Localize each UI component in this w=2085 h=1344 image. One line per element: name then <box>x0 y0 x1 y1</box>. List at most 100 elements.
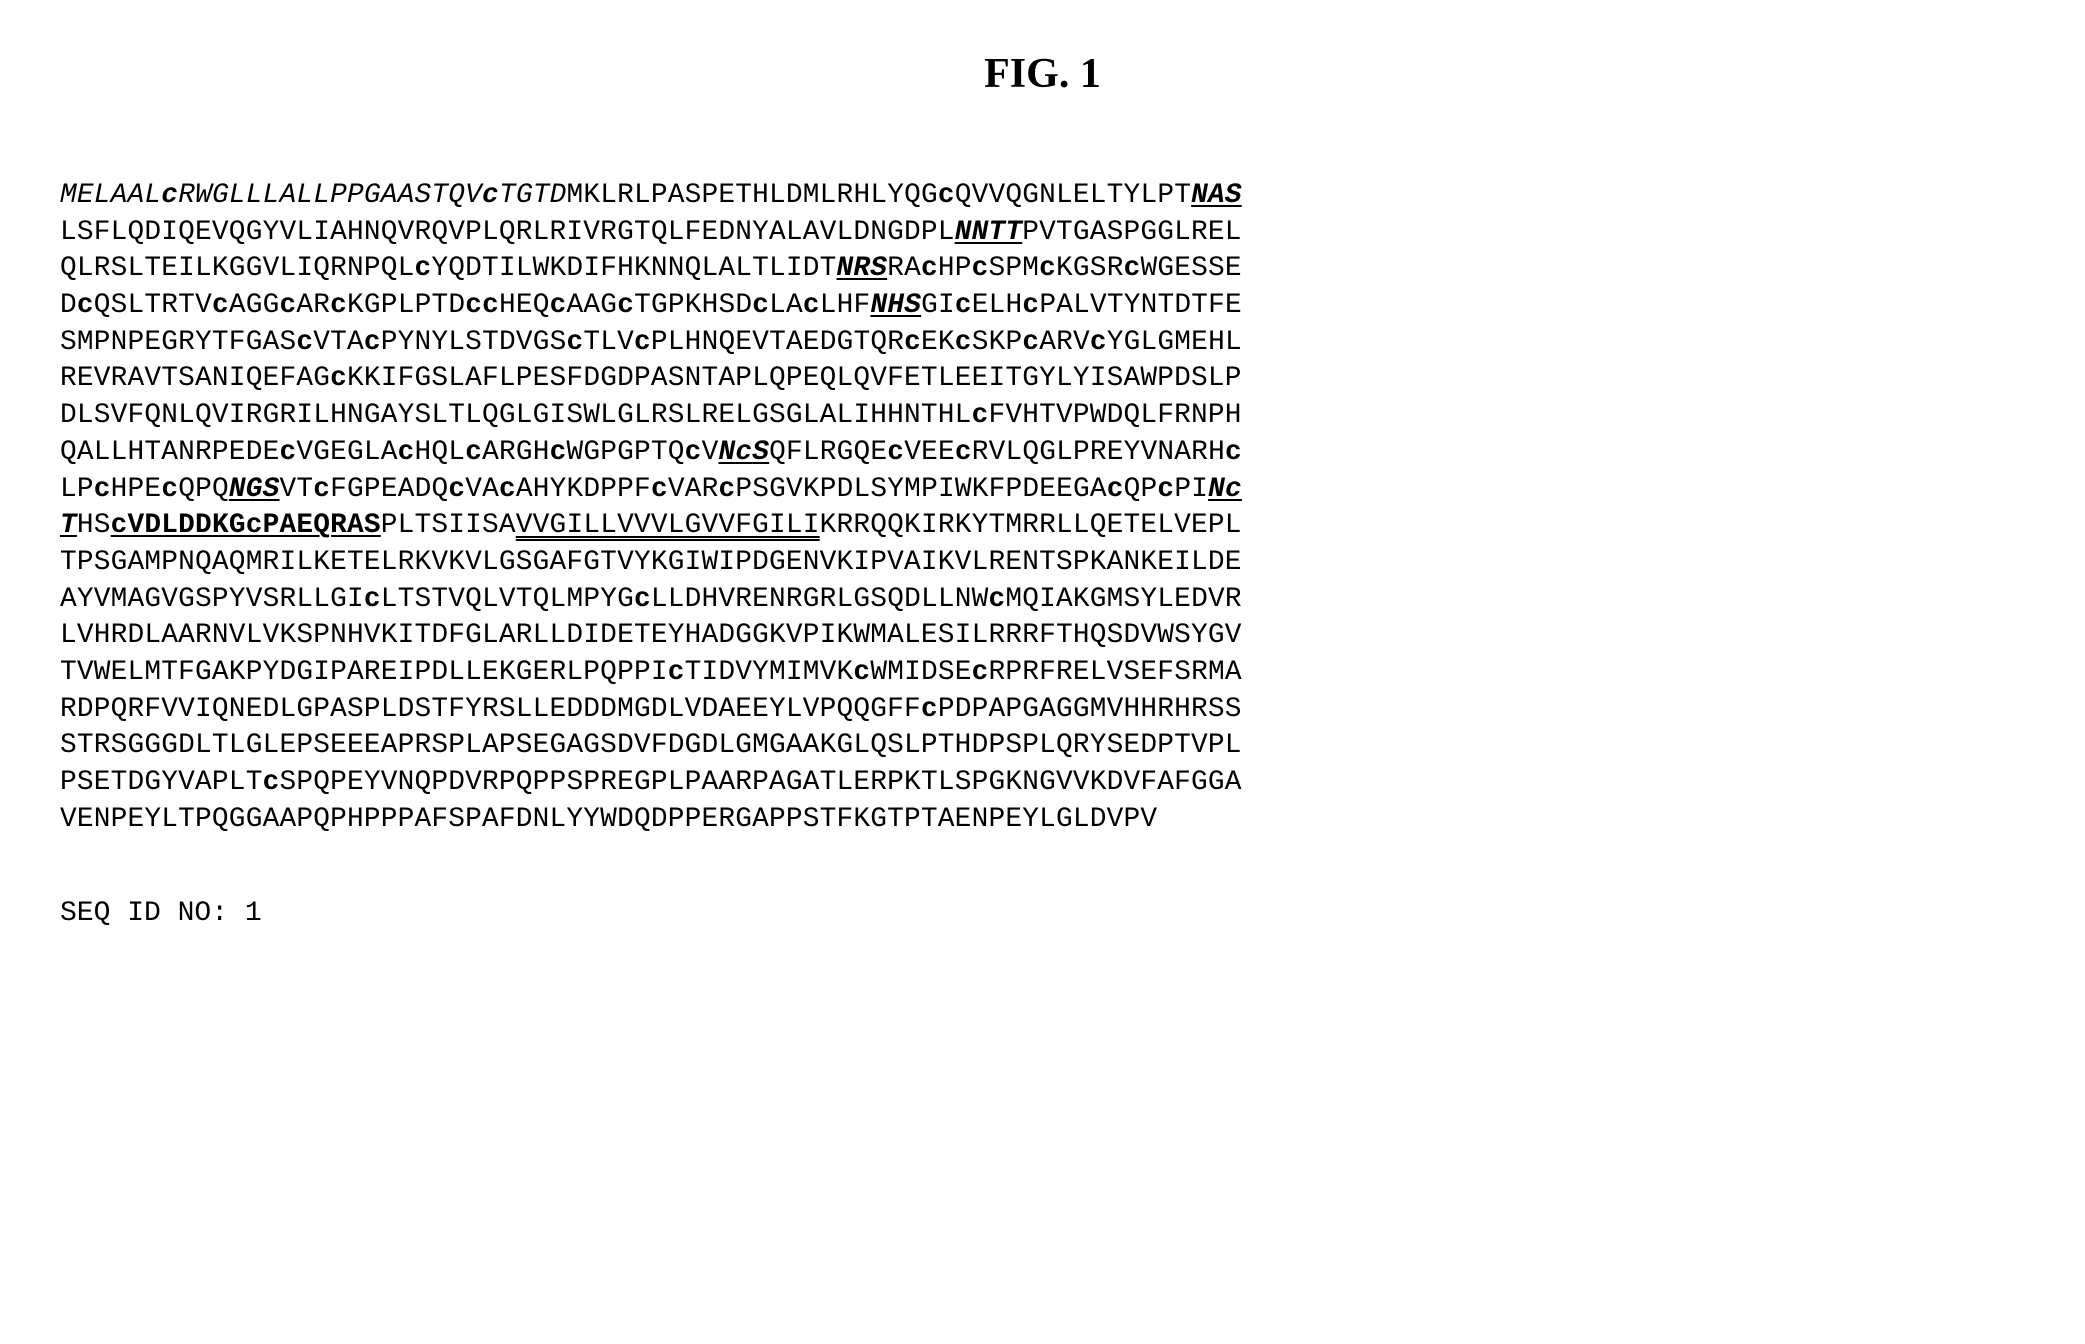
sequence-line: PSETDGYVAPLTcSPQPEYVNQPDVRPQPPSPREGPLPAA… <box>60 765 2025 802</box>
sequence-run: PSGVKPDLSYMPIWKFPDEEGA <box>735 474 1106 505</box>
sequence-run: ARGH <box>482 437 550 468</box>
sequence-run: c <box>955 437 972 468</box>
sequence-run: c <box>1124 253 1141 284</box>
sequence-run: c <box>212 290 229 321</box>
sequence-run: c <box>313 474 330 505</box>
sequence-line: RDPQRFVVIQNEDLGPASPLDSTFYRSLLEDDDMGDLVDA… <box>60 692 2025 729</box>
sequence-run: PDPAPGAGGMVHHRHRSS <box>938 694 1242 725</box>
sequence-run: c <box>1039 253 1056 284</box>
sequence-run: DLSVFQNLQVIRGRILHNGAYSLTLQGLGISWLGLRSLRE… <box>60 400 972 431</box>
sequence-run: c <box>803 290 820 321</box>
sequence-run: c <box>263 767 280 798</box>
sequence-block: MELAALcRWGLLLALLPPGAASTQVcTGTDMKLRLPASPE… <box>60 178 2025 838</box>
sequence-run: c <box>651 474 668 505</box>
sequence-run: c <box>161 180 178 211</box>
sequence-run: c <box>465 437 482 468</box>
sequence-run: c <box>448 474 465 505</box>
sequence-run: NGS <box>229 474 280 505</box>
sequence-run: c <box>415 253 432 284</box>
sequence-line: THScVDLDDKGcPAEQRASPLTSIISAVVGILLVVVLGVV… <box>60 508 2025 545</box>
sequence-run: NAS <box>1191 180 1242 211</box>
sequence-run: RA <box>887 253 921 284</box>
sequence-run: c <box>617 290 634 321</box>
sequence-run: T <box>60 510 77 541</box>
sequence-run: c <box>398 437 415 468</box>
sequence-run: VGEGLA <box>296 437 397 468</box>
sequence-run: c <box>988 584 1005 615</box>
sequence-run: QSLTRTV <box>94 290 212 321</box>
sequence-run: PSETDGYVAPLT <box>60 767 263 798</box>
sequence-run: HEQ <box>499 290 550 321</box>
sequence-run: VA <box>465 474 499 505</box>
sequence-run: KGSR <box>1056 253 1124 284</box>
sequence-line: REVRAVTSANIQEFAGcKKIFGSLAFLPESFDGDPASNTA… <box>60 361 2025 398</box>
sequence-run: S <box>752 437 769 468</box>
sequence-line: MELAALcRWGLLLALLPPGAASTQVcTGTDMKLRLPASPE… <box>60 178 2025 215</box>
sequence-run: PI <box>1174 474 1208 505</box>
sequence-run: cc <box>465 290 499 321</box>
sequence-run: LHF <box>820 290 871 321</box>
sequence-run: c <box>296 327 313 358</box>
sequence-run: AGG <box>229 290 280 321</box>
sequence-run: KKIFGSLAFLPESFDGDPASNTAPLQPEQLQVFETLEEIT… <box>347 363 1242 394</box>
sequence-run: NNTT <box>955 217 1023 248</box>
sequence-run: MKLRLPASPETHLDMLRHLYQG <box>566 180 937 211</box>
sequence-run: TGTD <box>499 180 567 211</box>
sequence-run: KRRQQKIRKYTMRRLLQETELVEPL <box>820 510 1242 541</box>
sequence-run: c <box>1225 474 1242 505</box>
sequence-run: D <box>60 290 77 321</box>
sequence-run: PYNYLSTDVGS <box>381 327 567 358</box>
figure-title: FIG. 1 <box>60 50 2025 98</box>
sequence-run: SPQPEYVNQPDVRPQPPSPREGPLPAARPAGATLERPKTL… <box>279 767 1241 798</box>
sequence-run: FVHTVPWDQLFRNPH <box>988 400 1241 431</box>
sequence-run: c <box>550 290 567 321</box>
sequence-run: c <box>1225 437 1242 468</box>
sequence-run: MELAAL <box>60 180 161 211</box>
sequence-run: c <box>938 180 955 211</box>
sequence-run: c <box>482 180 499 211</box>
sequence-line: TPSGAMPNQAQMRILKETELRKVKVLGSGAFGTVYKGIWI… <box>60 545 2025 582</box>
sequence-line: SMPNPEGRYTFGAScVTAcPYNYLSTDVGScTLVcPLHNQ… <box>60 325 2025 362</box>
sequence-run: HPE <box>111 474 162 505</box>
sequence-run: AHYKDPPF <box>516 474 651 505</box>
sequence-run: RPRFRELVSEFSRMA <box>989 657 1242 688</box>
sequence-line: DcQSLTRTVcAGGcARcKGPLPTDccHEQcAAGcTGPKHS… <box>60 288 2025 325</box>
sequence-run: ARV <box>1039 327 1090 358</box>
sequence-run: LA <box>769 290 803 321</box>
sequence-run: c <box>972 253 989 284</box>
sequence-run: FGPEADQ <box>330 474 448 505</box>
sequence-run: RDPQRFVVIQNEDLGPASPLDSTFYRSLLEDDDMGDLVDA… <box>60 694 921 725</box>
sequence-run: c <box>1022 327 1039 358</box>
sequence-run: VT <box>280 474 314 505</box>
sequence-run: c <box>1090 327 1107 358</box>
sequence-run: AAG <box>567 290 618 321</box>
sequence-run: c <box>550 437 567 468</box>
sequence-run: c <box>921 694 938 725</box>
sequence-run: AR <box>296 290 330 321</box>
sequence-line: LSFLQDIQEVQGYVLIAHNQVRQVPLQRLRIVRGTQLFED… <box>60 215 2025 252</box>
sequence-run: HQL <box>415 437 466 468</box>
sequence-run: YGLGMEHL <box>1107 327 1242 358</box>
sequence-run: NHS <box>870 290 921 321</box>
sequence-run: TGPKHSD <box>634 290 752 321</box>
sequence-line: LVHRDLAARNVLVKSPNHVKITDFGLARLLDIDETEYHAD… <box>60 618 2025 655</box>
sequence-line: DLSVFQNLQVIRGRILHNGAYSLTLQGLGISWLGLRSLRE… <box>60 398 2025 435</box>
sequence-run: c <box>668 657 685 688</box>
sequence-run: N <box>718 437 735 468</box>
sequence-run: c <box>921 253 938 284</box>
sequence-run: c <box>1022 290 1039 321</box>
sequence-run: WMIDSE <box>870 657 971 688</box>
sequence-run: SPM <box>989 253 1040 284</box>
sequence-run: c <box>718 474 735 505</box>
sequence-line: STRSGGGDLTLGLEPSEEEAPRSPLAPSEGAGSDVFDGDL… <box>60 728 2025 765</box>
sequence-run: YQDTILWKDIFHKNNQLALTLIDT <box>431 253 836 284</box>
sequence-line: LPcHPEcQPQNGSVTcFGPEADQcVAcAHYKDPPFcVARc… <box>60 472 2025 509</box>
sequence-line: AYVMAGVGSPYVSRLLGIcLTSTVQLVTQLMPYGcLLDHV… <box>60 582 2025 619</box>
sequence-run: c <box>364 584 381 615</box>
sequence-run: KGPLPTD <box>347 290 465 321</box>
sequence-run: QLRSLTEILKGGVLIQRNPQL <box>60 253 415 284</box>
sequence-run: WGESSE <box>1140 253 1241 284</box>
sequence-run: NRS <box>837 253 888 284</box>
sequence-run: c <box>77 290 94 321</box>
sequence-run: AYVMAGVGSPYVSRLLGI <box>60 584 364 615</box>
